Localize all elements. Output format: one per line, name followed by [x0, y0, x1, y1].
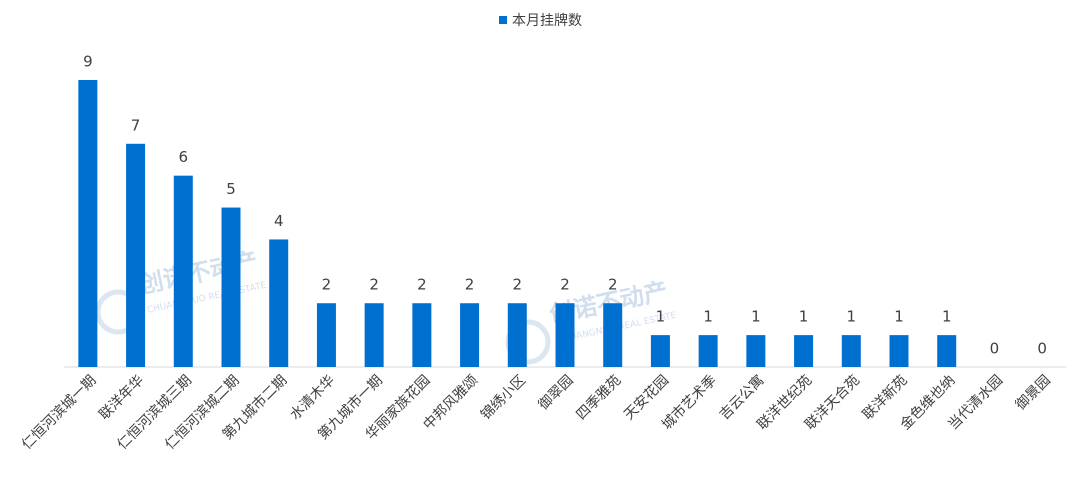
- bar: [937, 335, 957, 367]
- x-tick-label: 御景园: [1013, 372, 1054, 413]
- bar: [794, 335, 814, 367]
- data-label: 2: [465, 276, 475, 294]
- bar: [364, 303, 384, 367]
- data-label: 0: [990, 340, 1000, 358]
- bar: [698, 335, 718, 367]
- data-label: 7: [131, 116, 141, 134]
- x-tick-label: 锦绣小区: [477, 372, 529, 424]
- bar: [650, 335, 670, 367]
- bar: [603, 303, 623, 367]
- data-label: 2: [322, 276, 332, 294]
- bar: [841, 335, 861, 367]
- bar: [78, 80, 98, 367]
- data-label: 1: [894, 308, 904, 326]
- bar: [316, 303, 336, 367]
- bar: [555, 303, 575, 367]
- bar: [412, 303, 432, 367]
- bar: [173, 175, 193, 367]
- bar: [507, 303, 527, 367]
- data-label: 1: [799, 308, 809, 326]
- bar: [889, 335, 909, 367]
- data-label: 1: [656, 308, 666, 326]
- data-label: 2: [608, 276, 618, 294]
- data-label: 1: [847, 308, 857, 326]
- legend-swatch: [499, 16, 507, 24]
- data-label: 2: [513, 276, 523, 294]
- data-label: 6: [179, 148, 189, 166]
- bar: [460, 303, 480, 367]
- data-label: 1: [703, 308, 713, 326]
- data-label: 1: [751, 308, 761, 326]
- bar: [126, 143, 146, 367]
- data-label: 1: [942, 308, 952, 326]
- data-label: 4: [274, 212, 284, 230]
- bar: [269, 239, 289, 367]
- x-tick-label: 四季雅苑: [573, 372, 624, 423]
- bar: [221, 207, 241, 367]
- legend-label: 本月挂牌数: [512, 12, 582, 29]
- x-tick-label: 御翠园: [536, 372, 577, 413]
- data-label: 2: [417, 276, 427, 294]
- data-label: 9: [83, 53, 93, 71]
- x-tick-label: 仁恒河滨城一期: [19, 372, 100, 453]
- data-label: 5: [226, 180, 236, 198]
- bar: [746, 335, 766, 367]
- data-label: 0: [1037, 340, 1047, 358]
- data-label: 2: [560, 276, 570, 294]
- data-label: 2: [369, 276, 379, 294]
